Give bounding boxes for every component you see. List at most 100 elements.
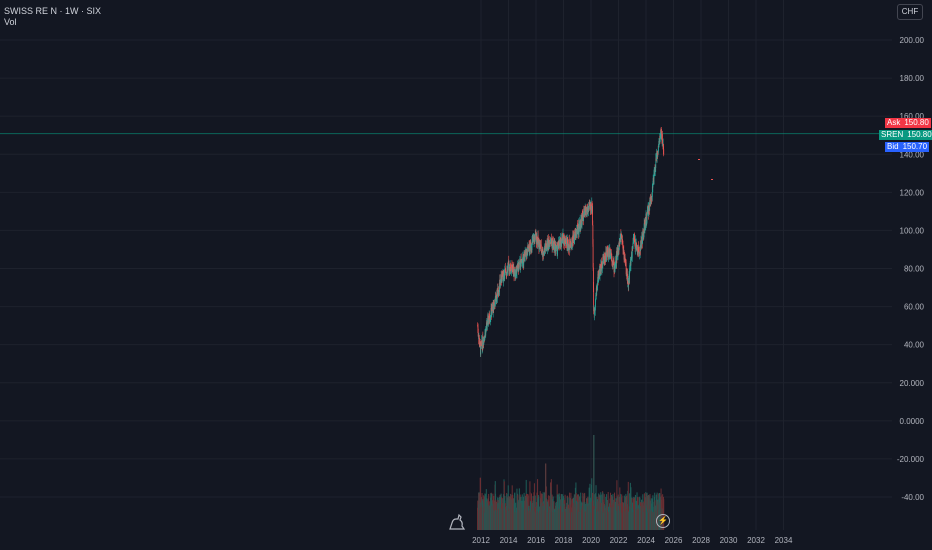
y-tick-label: 140.00 [900,150,925,159]
candle-body [548,239,549,242]
candle-body [492,302,494,313]
candle-body [555,249,557,252]
candle-body [479,342,481,347]
symbol-title[interactable]: SWISS RE N · 1W · SIX [4,6,102,16]
candle-body [551,243,553,248]
volume-bar [606,494,608,530]
x-tick-label: 2028 [692,536,710,545]
candle-body [568,244,570,250]
candle-body [648,206,650,214]
x-tick-label: 2030 [720,536,738,545]
x-tick-label: 2012 [472,536,490,545]
candlestick-series [477,127,665,357]
candle-body [487,318,489,326]
candle-body [537,235,539,242]
volume-bar [569,492,571,530]
candle-body [645,217,647,229]
candle-body [652,184,654,188]
bid-label: Bid [885,142,901,152]
candle-body [592,206,593,225]
x-tick-label: 2020 [582,536,600,545]
candle-body [593,287,595,312]
volume-legend-label[interactable]: Vol [4,17,17,27]
currency-button[interactable]: CHF [897,4,923,20]
candle-body [569,247,571,250]
candle-body [528,245,530,250]
candle-body [601,269,603,271]
volume-bar [518,488,520,530]
y-tick-label: 20.000 [900,379,925,388]
candle-body [625,262,627,275]
candle-body [502,271,503,276]
candle-body [484,333,486,339]
y-tick-label: 160.00 [900,112,925,121]
candle-body [655,158,657,168]
candle-body [631,248,633,259]
candle-body [589,202,591,207]
candle-body [546,241,548,249]
ask-label: Ask [885,118,903,128]
projection-marks [698,159,713,180]
candle-body [526,249,527,255]
candle-body [557,248,559,251]
candle-body [559,237,561,246]
candle-body [595,299,596,307]
price-axis: 200.00 180.00 160.00 140.00 120.00 100.00 80.0… [897,36,925,502]
x-tick-label: 2022 [610,536,628,545]
candle-body [629,268,631,279]
chart-legend: SWISS RE N · 1W · SIX Vol [4,6,101,28]
tradingview-logo-icon[interactable] [447,511,467,531]
candle-body [491,313,492,317]
x-tick-label: 2018 [555,536,573,545]
candle-body [641,237,643,245]
candle-body [580,220,581,228]
candle-body [663,149,665,155]
candle-body [656,153,658,160]
candle-body [540,244,542,252]
candle-body [637,245,639,250]
x-tick-label: 2014 [500,536,518,545]
candle-body [640,240,642,248]
candle-body [640,247,642,250]
candle-body [534,234,536,243]
candle-body [571,243,573,249]
candle-body [540,244,541,249]
symbol-tag-label: SREN [879,130,906,140]
time-axis: 2012 2014 2016 2018 2020 2022 2024 2026 2028 2030… [472,536,793,545]
candle-body [530,241,532,244]
candle-body [527,246,529,254]
projection-mark [711,179,713,180]
candle-body [586,209,588,213]
x-tick-label: 2026 [665,536,683,545]
candle-body [512,267,514,272]
candle-body [586,209,587,213]
lightning-icon[interactable]: ⚡ [656,514,670,528]
candle-body [527,246,529,248]
candle-body [592,224,594,245]
candle-body [550,238,552,243]
volume-bar [595,485,597,530]
candle-body [594,311,595,315]
last-price-value: 150.80 [905,130,932,140]
candle-body [511,269,512,273]
volume-bar [619,487,621,530]
candle-body [547,239,549,248]
volume-bar [514,492,516,530]
candle-body [621,234,623,238]
candle-body [494,296,496,307]
candle-body [660,132,661,139]
volume-bar [550,479,552,530]
candle-body [494,302,495,307]
candle-body [650,197,652,204]
y-tick-label: 200.00 [900,36,925,45]
ask-price-tag: Ask 150.80 [885,118,931,128]
candle-body [488,320,490,323]
candle-body [578,226,580,232]
candle-body [599,266,601,272]
candle-body [518,263,520,266]
y-tick-label: 0.0000 [900,417,925,426]
x-tick-label: 2034 [775,536,793,545]
last-price-tag: SREN 150.80 [879,130,932,140]
volume-bar [627,481,629,530]
